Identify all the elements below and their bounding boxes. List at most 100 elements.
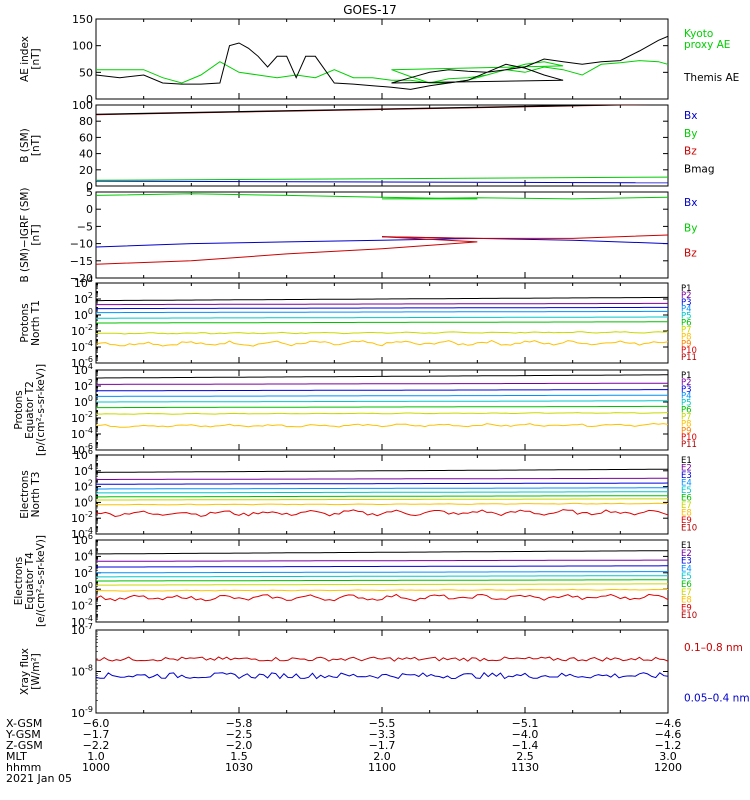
channel-trace-e9 — [96, 593, 668, 602]
channel-trace-p2 — [96, 382, 668, 385]
y-axis-label: Protons — [13, 390, 25, 429]
y-tick-label: 106 — [74, 532, 93, 547]
channel-label: P5 — [681, 399, 692, 409]
y-tick-label: 80 — [79, 115, 93, 128]
y-tick-label: 10-8 — [71, 664, 93, 679]
legend-entry: Themis AE — [683, 72, 739, 84]
channel-label: P2 — [681, 378, 692, 388]
y-axis-label: Electrons — [19, 470, 31, 519]
channel-label: E9 — [681, 516, 692, 526]
channel-label: P8 — [681, 332, 692, 342]
channel-label: P10 — [681, 346, 697, 356]
channel-label: E2 — [681, 549, 692, 559]
series-line-themis-ae — [96, 31, 668, 90]
y-tick-label: 20 — [79, 164, 93, 177]
y-tick-label: 40 — [79, 148, 93, 161]
channel-label: P9 — [681, 426, 692, 436]
channel-label: P1 — [681, 371, 692, 381]
panel-frame — [95, 454, 669, 535]
y-axis-label: [W/m²] — [30, 653, 42, 690]
channel-label: P8 — [681, 419, 692, 429]
channel-trace-e5 — [96, 575, 668, 578]
channel-trace-p6 — [96, 405, 668, 409]
y-tick-label: 0 — [86, 203, 93, 216]
channel-label: E2 — [681, 464, 692, 474]
channel-trace-p3 — [96, 306, 668, 310]
y-tick-label: 102 — [74, 565, 93, 580]
y-tick-label: 5 — [86, 186, 93, 199]
channel-label: E7 — [681, 588, 692, 598]
y-tick-label: 100 — [74, 307, 93, 322]
channel-label: E10 — [681, 611, 697, 621]
y-axis-label: [e/(cm²-s-sr-keV)] — [35, 535, 47, 627]
channel-label: P6 — [681, 406, 692, 416]
channel-trace-e6 — [96, 495, 668, 498]
legend-entry: Bz — [684, 248, 697, 260]
channel-label: E4 — [681, 479, 692, 489]
panel-frame — [95, 629, 669, 714]
y-tick-label: 10-2 — [71, 323, 93, 338]
channel-label: P11 — [681, 353, 697, 363]
channel-label: E3 — [681, 557, 692, 567]
y-axis-label: AE index — [19, 36, 31, 82]
y-tick-label: 100 — [72, 99, 93, 112]
channel-trace-p1 — [96, 374, 668, 379]
legend-entry: By — [684, 128, 697, 140]
y-tick-label: 10-6 — [71, 355, 93, 370]
y-tick-label: 10-6 — [71, 442, 93, 457]
channel-trace-e8 — [96, 502, 668, 506]
channel-label: P7 — [681, 412, 692, 422]
channel-label: P6 — [681, 319, 692, 329]
y-tick-label: 10-4 — [71, 426, 93, 441]
y-tick-label: 104 — [74, 463, 93, 478]
y-axis-label: [p/(cm²-s-sr-keV)] — [35, 364, 47, 456]
y-axis-label: [nT] — [30, 48, 42, 69]
series-line-bx — [96, 180, 668, 184]
y-axis-label: Protons — [19, 303, 31, 342]
y-tick-label: 60 — [79, 131, 93, 144]
channel-label: E5 — [681, 572, 692, 582]
channel-label: E6 — [681, 580, 692, 590]
y-tick-label: 10-2 — [71, 410, 93, 425]
series-line-kyoto-proxy-ae — [96, 31, 668, 84]
series-line-xray-1 — [96, 672, 668, 680]
channel-trace-e6 — [96, 579, 668, 582]
channel-trace-p3 — [96, 389, 668, 392]
channel-trace-e5 — [96, 491, 668, 494]
channel-label: E8 — [681, 596, 692, 606]
y-tick-label: 10-9 — [71, 705, 93, 720]
y-tick-label: 10-4 — [71, 339, 93, 354]
channel-label: P4 — [681, 392, 692, 402]
channel-trace-p2 — [96, 302, 668, 306]
y-axis-label: Electrons — [13, 557, 25, 606]
y-axis-label: Xray flux — [19, 648, 31, 695]
channel-trace-p6 — [96, 321, 668, 324]
channel-label: E3 — [681, 471, 692, 481]
y-tick-label: 10-2 — [71, 598, 93, 613]
y-tick-label: 100 — [74, 581, 93, 596]
channel-trace-e2 — [96, 477, 668, 480]
channel-label: P7 — [681, 325, 692, 335]
panel-frame — [95, 191, 669, 279]
y-tick-label: 10-4 — [71, 614, 93, 629]
channel-label: E8 — [681, 509, 692, 519]
channel-label: P11 — [681, 440, 697, 450]
y-axis-label: Equator T4 — [24, 552, 36, 610]
panel-frame — [95, 369, 669, 451]
channel-trace-p7 — [96, 331, 668, 335]
y-tick-label: 100 — [74, 494, 93, 509]
channel-trace-e1 — [96, 468, 668, 473]
series-line-by — [96, 176, 668, 181]
channel-label: P2 — [681, 291, 692, 301]
legend-entry: proxy AE — [684, 39, 730, 51]
channel-label: P3 — [681, 298, 692, 308]
legend-entry: By — [684, 222, 697, 234]
channel-trace-p7 — [96, 412, 668, 415]
panel-xray: 10-7 10-8 10-9 Xray flux [W/m²] 0.1–0.8 nm 0.0… — [19, 622, 750, 720]
y-tick-label: 150 — [72, 13, 93, 26]
channel-label: P4 — [681, 305, 692, 315]
y-tick-label: 102 — [74, 479, 93, 494]
legend-entry: Bmag — [684, 163, 715, 175]
